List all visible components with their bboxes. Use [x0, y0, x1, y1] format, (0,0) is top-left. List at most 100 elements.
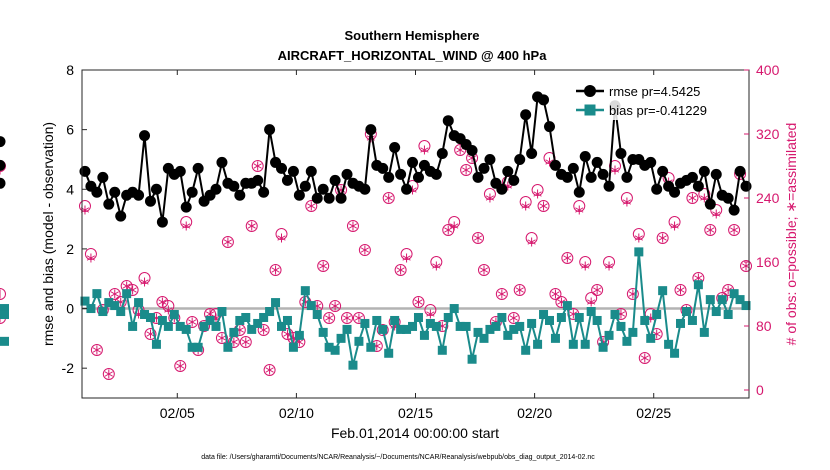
rmse-point [597, 168, 609, 180]
bias-point [134, 298, 144, 308]
rmse-point [103, 198, 115, 210]
bias-point [503, 330, 513, 340]
legend-box [572, 80, 742, 120]
rmse-point [264, 124, 276, 136]
assimilated-obs-point [640, 353, 649, 363]
rmse-point [573, 186, 585, 198]
bias-point [151, 339, 161, 349]
bias-point [741, 301, 751, 311]
rmse-point [180, 201, 192, 213]
legend-rmse-label: rmse pr=4.5425 [609, 84, 700, 99]
rmse-point [365, 124, 377, 136]
bias-point [0, 304, 9, 314]
possible-obs-point [251, 160, 264, 172]
bias-point [539, 310, 549, 320]
assimilated-obs-point [259, 325, 268, 335]
assimilated-obs-point [360, 245, 370, 255]
possible-obs-point [263, 364, 276, 376]
rmse-point [407, 156, 419, 168]
bias-point [681, 307, 691, 317]
possible-obs-point [477, 264, 490, 276]
possible-obs-point [358, 244, 371, 256]
assimilated-obs-point [658, 233, 667, 243]
x-axis: 02/05 02/10 02/15 02/20 02/25 [160, 70, 671, 421]
bias-point [729, 289, 739, 299]
rmse-point [722, 192, 734, 204]
bias-point [80, 296, 90, 306]
x-tick-label: 02/15 [398, 405, 433, 421]
bias-point [288, 342, 298, 352]
rmse-point [192, 162, 204, 174]
assimilated-obs-series [0, 133, 751, 379]
possible-obs-point [376, 324, 389, 336]
assimilated-obs-point [92, 345, 102, 355]
chart-title: Southern Hemisphere [344, 28, 479, 43]
assimilated-obs-point [527, 237, 536, 247]
assimilated-obs-point [110, 289, 119, 299]
rmse-point [276, 162, 288, 174]
rmse-point [287, 165, 299, 177]
legend: rmse pr=4.5425 bias pr=-0.41229 [572, 80, 742, 120]
assimilated-obs-point [622, 197, 632, 207]
bias-point [467, 354, 477, 364]
assimilated-obs-point [634, 233, 643, 243]
bias-point [455, 321, 465, 331]
rmse-point [156, 216, 168, 228]
possible-obs-point [591, 284, 604, 296]
right-y-tick-label: 320 [756, 126, 780, 142]
rmse-point [281, 174, 293, 186]
bias-point [324, 342, 334, 352]
possible-obs-point [507, 312, 520, 324]
legend-bias-marker [584, 104, 596, 116]
rmse-point [91, 186, 103, 198]
bias-point [104, 298, 114, 308]
rmse-point [412, 171, 424, 183]
bias-point [175, 321, 185, 331]
assimilated-obs-point [587, 297, 596, 307]
bias-point [604, 330, 614, 340]
bias-point [521, 345, 531, 355]
rmse-point [258, 186, 270, 198]
possible-obs-point [460, 164, 473, 176]
possible-obs-point [269, 264, 282, 276]
assimilated-obs-point [188, 317, 197, 327]
rmse-point [728, 204, 740, 216]
bias-point [0, 310, 9, 320]
rmse-point [144, 195, 156, 207]
right-y-tick-label: 0 [756, 382, 764, 398]
possible-obs-point [341, 312, 354, 324]
rmse-point [133, 189, 145, 201]
assimilated-obs-point [539, 201, 548, 211]
rmse-point [186, 186, 198, 198]
bias-point [235, 315, 245, 325]
rmse-point [710, 168, 722, 180]
possible-obs-point [156, 296, 169, 308]
rmse-point [311, 192, 323, 204]
bias-point [157, 315, 167, 325]
possible-obs-point [329, 300, 342, 312]
rmse-point [359, 183, 371, 195]
bias-point [187, 342, 197, 352]
bias-point [116, 307, 126, 317]
bias-point [181, 324, 191, 334]
assimilated-obs-point [450, 221, 459, 231]
plot-area [0, 91, 753, 380]
bias-point [223, 342, 233, 352]
bias-point [562, 301, 572, 311]
bias-point [217, 307, 227, 317]
bias-point [598, 342, 608, 352]
left-y-tick-label: -2 [62, 360, 75, 376]
bias-point [717, 295, 727, 305]
rmse-point [430, 168, 442, 180]
bias-point [205, 315, 215, 325]
bias-point [163, 321, 173, 331]
bias-point [312, 310, 322, 320]
left-y-tick-label: 6 [66, 122, 74, 138]
assimilated-obs-point [700, 193, 709, 203]
rmse-point [210, 183, 222, 195]
assimilated-obs-point [581, 261, 590, 271]
bias-point [330, 345, 340, 355]
assimilated-obs-point [325, 313, 334, 323]
bias-point [128, 321, 138, 331]
